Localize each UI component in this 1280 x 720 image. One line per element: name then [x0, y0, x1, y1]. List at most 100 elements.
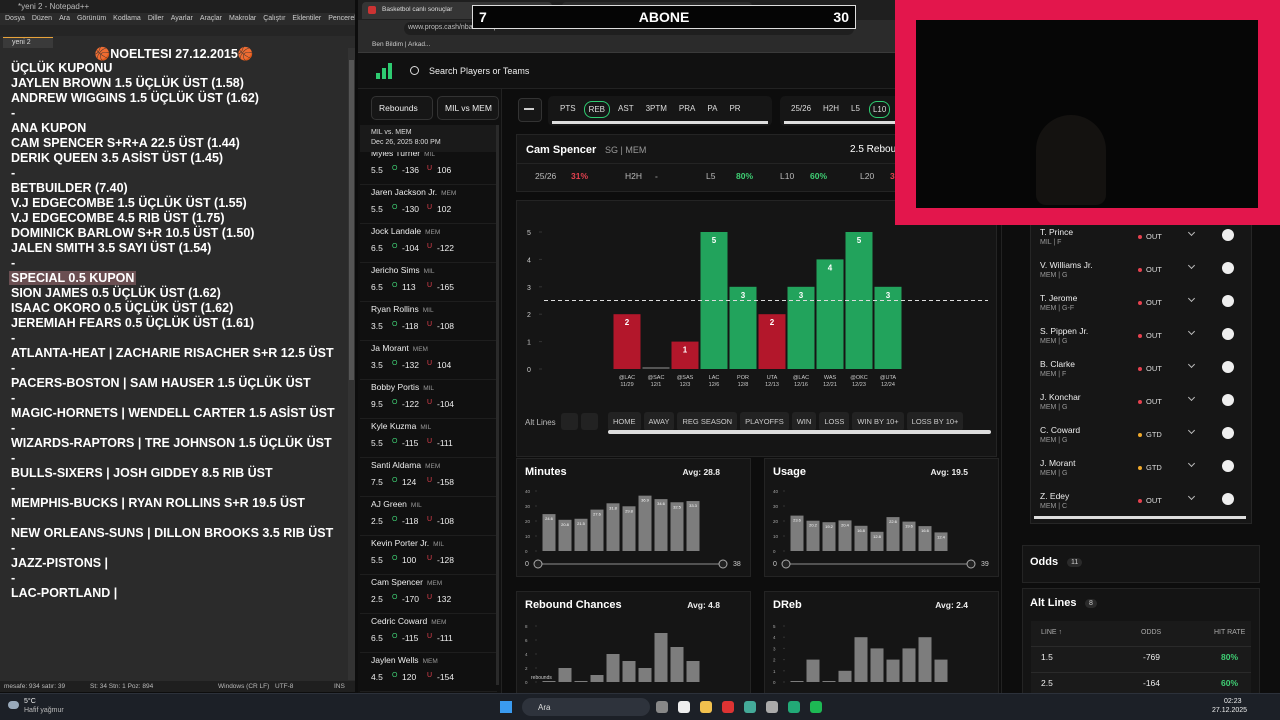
- add-button[interactable]: [1222, 394, 1234, 406]
- menu-item[interactable]: Görünüm: [76, 15, 107, 22]
- range-min: 0: [525, 561, 529, 568]
- expand-chevron[interactable]: [1187, 261, 1196, 270]
- taskbar-app[interactable]: [744, 701, 756, 713]
- stat-tab[interactable]: 3PTM: [645, 104, 667, 113]
- dropdown[interactable]: MIL vs MEM: [437, 96, 499, 120]
- range-tab[interactable]: L10: [868, 101, 891, 118]
- add-button[interactable]: [1222, 262, 1234, 274]
- menu-item[interactable]: Ayarlar: [170, 15, 193, 22]
- expand-chevron[interactable]: [1187, 393, 1196, 402]
- alt-line: 1.5: [1041, 652, 1053, 662]
- injury-card: T. Prince MIL | F OUT V. Williams Jr. MEM | …: [1030, 200, 1252, 524]
- start-button[interactable]: [500, 701, 512, 713]
- player-row[interactable]: Jaylen Wells MEM 4.5 O 120 U -154: [360, 653, 497, 692]
- add-button[interactable]: [1222, 229, 1234, 241]
- player-team: MIL: [433, 541, 444, 548]
- column-header[interactable]: HIT RATE: [1214, 629, 1246, 636]
- split-filter[interactable]: WIN: [791, 412, 817, 431]
- player-row[interactable]: Kevin Porter Jr. MIL 5.5 O 100 U -128: [360, 536, 497, 575]
- player-name: Jericho Sims: [371, 265, 420, 275]
- split-filter[interactable]: WIN BY 10+: [852, 412, 904, 431]
- taskbar-app[interactable]: [810, 701, 822, 713]
- stat-tab[interactable]: PR: [729, 104, 741, 113]
- taskbar-search[interactable]: Ara: [522, 698, 650, 716]
- expand-chevron[interactable]: [1187, 459, 1196, 468]
- player-row[interactable]: Myles Turner MIL 5.5 O -136 U 106: [360, 152, 497, 185]
- taskbar-app[interactable]: [788, 701, 800, 713]
- split-filter[interactable]: LOSS BY 10+: [906, 412, 964, 431]
- menu-item[interactable]: Dosya: [5, 15, 25, 22]
- bookmark[interactable]: Ben Bildim | Arkad...: [372, 41, 431, 48]
- player-row[interactable]: Cam Spencer MEM 2.5 O -170 U 132: [360, 575, 497, 614]
- odds-card[interactable]: Odds 11: [1022, 545, 1260, 583]
- add-button[interactable]: [1222, 295, 1234, 307]
- menu-item[interactable]: Çalıştır: [263, 15, 286, 22]
- range-tab[interactable]: 25/26: [791, 104, 812, 113]
- dropdown[interactable]: Rebounds: [371, 96, 433, 120]
- stat-tab[interactable]: REB: [583, 101, 611, 118]
- stat-tab[interactable]: PRA: [678, 104, 696, 113]
- stat-card: DReb Avg: 2.4 0 1 2 3 4 5: [764, 591, 999, 695]
- player-row[interactable]: Kyle Kuzma MIL 5.5 O -115 U -111: [360, 419, 497, 458]
- expand-chevron[interactable]: [1187, 327, 1196, 336]
- search-input[interactable]: Search Players or Teams: [429, 66, 530, 76]
- menu-item[interactable]: Araçlar: [199, 15, 222, 22]
- add-button[interactable]: [1222, 328, 1234, 340]
- taskbar-app[interactable]: [678, 701, 690, 713]
- injured-team: MIL | F: [1040, 239, 1062, 246]
- expand-chevron[interactable]: [1187, 228, 1196, 237]
- add-button[interactable]: [1222, 427, 1234, 439]
- back-button[interactable]: [518, 98, 542, 122]
- menu-item[interactable]: Düzen: [31, 15, 53, 22]
- expand-chevron[interactable]: [1187, 426, 1196, 435]
- player-row[interactable]: Jericho Sims MIL 6.5 O 113 U -165: [360, 263, 497, 302]
- stat-tab[interactable]: PTS: [560, 104, 576, 113]
- player-row[interactable]: Bobby Portis MIL 9.5 O -122 U -104: [360, 380, 497, 419]
- menu-item[interactable]: Eklentiler: [292, 15, 322, 22]
- expand-chevron[interactable]: [1187, 294, 1196, 303]
- player-row[interactable]: Ja Morant MEM 3.5 O -132 U 104: [360, 341, 497, 380]
- alt-line-step[interactable]: [581, 413, 598, 430]
- file-tab[interactable]: yeni 2: [3, 37, 53, 48]
- player-row[interactable]: Ryan Rollins MIL 3.5 O -118 U -108: [360, 302, 497, 341]
- split-filter[interactable]: AWAY: [643, 412, 675, 431]
- menu-item[interactable]: Makrolar: [229, 15, 257, 22]
- player-row[interactable]: Cedric Coward MEM 6.5 O -115 U -111: [360, 614, 497, 653]
- player-row[interactable]: AJ Green MIL 2.5 O -118 U -108: [360, 497, 497, 536]
- prop-line: 3.5: [371, 321, 383, 331]
- split-filter[interactable]: LOSS: [819, 412, 850, 431]
- add-button[interactable]: [1222, 361, 1234, 373]
- window-title: *yeni 2 - Notepad++: [18, 2, 90, 11]
- expand-chevron[interactable]: [1187, 492, 1196, 501]
- alt-hit-rate: 60%: [1221, 678, 1239, 688]
- split-filter[interactable]: HOME: [608, 412, 641, 431]
- range-tab[interactable]: H2H: [823, 104, 840, 113]
- menu-item[interactable]: Diller: [147, 15, 164, 22]
- alt-line-step[interactable]: [561, 413, 578, 430]
- sidebar: [358, 89, 502, 693]
- add-button[interactable]: [1222, 460, 1234, 472]
- column-header[interactable]: LINE ↑: [1041, 629, 1063, 636]
- taskbar-app[interactable]: [700, 701, 712, 713]
- taskbar-app[interactable]: [656, 701, 668, 713]
- stat-tab[interactable]: PA: [707, 104, 718, 113]
- split-filter[interactable]: PLAYOFFS: [740, 412, 789, 431]
- menu-item[interactable]: Ara: [59, 15, 70, 22]
- expand-chevron[interactable]: [1187, 360, 1196, 369]
- taskbar-app[interactable]: [766, 701, 778, 713]
- injured-team: MEM | G: [1040, 437, 1068, 444]
- split-filter[interactable]: REG SEASON: [677, 412, 738, 431]
- stat-tab[interactable]: AST: [618, 104, 634, 113]
- add-button[interactable]: [1222, 493, 1234, 505]
- player-row[interactable]: Jaren Jackson Jr. MEM 5.5 O -130 U 102: [360, 185, 497, 224]
- column-header[interactable]: ODDS: [1141, 629, 1162, 636]
- y-tick-label: 2: [773, 658, 776, 663]
- player-row[interactable]: Jock Landale MEM 6.5 O -104 U -122: [360, 224, 497, 263]
- menu-item[interactable]: Kodlama: [113, 15, 141, 22]
- taskbar-app[interactable]: [722, 701, 734, 713]
- player-name: Jaren Jackson Jr.: [371, 187, 438, 197]
- text-line: MEMPHIS-BUCKS | RYAN ROLLINS S+R 19.5 ÜS…: [11, 496, 305, 510]
- player-row[interactable]: Santi Aldama MEM 7.5 O 124 U -158: [360, 458, 497, 497]
- menu-item[interactable]: Pencereler: [328, 15, 355, 22]
- range-tab[interactable]: L5: [851, 104, 860, 113]
